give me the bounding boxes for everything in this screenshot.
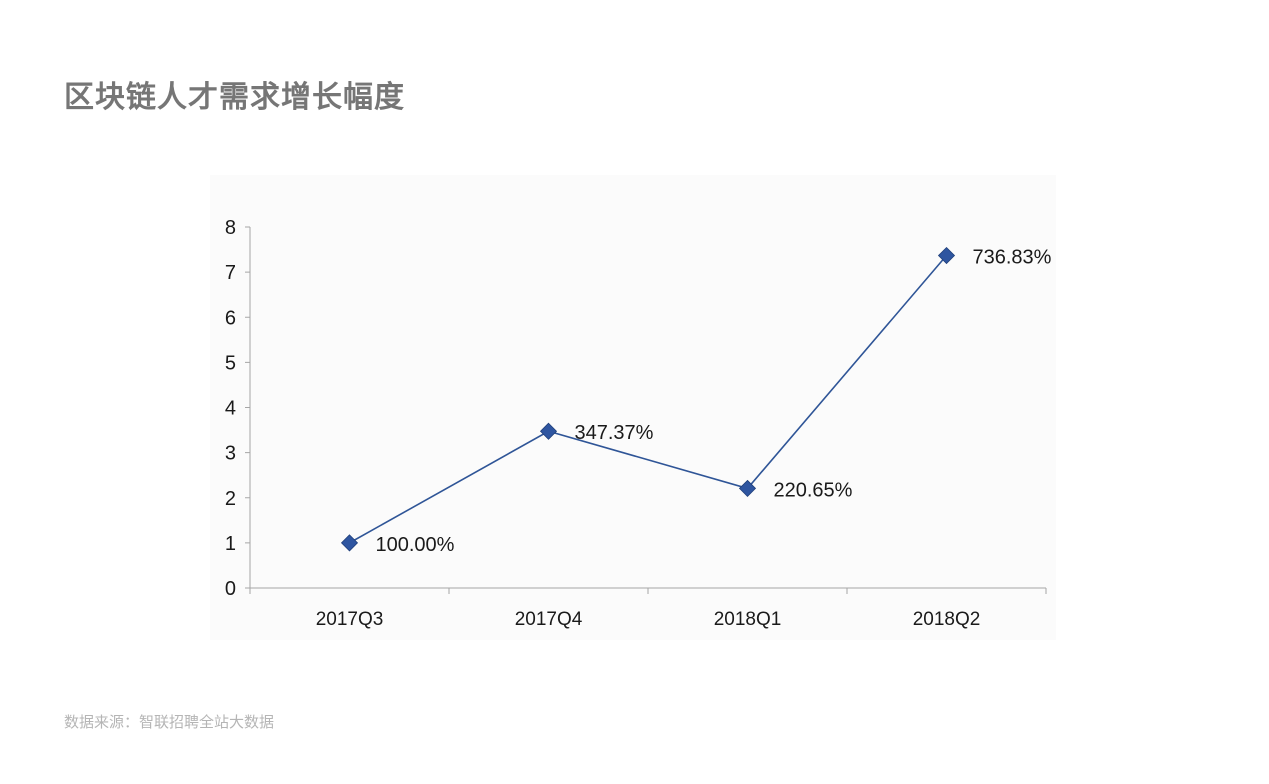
x-tick-label: 2018Q2 xyxy=(913,609,981,630)
y-tick-label: 5 xyxy=(225,352,236,374)
x-tick-label: 2017Q4 xyxy=(515,609,583,630)
plot-background xyxy=(210,175,1056,640)
y-tick-label: 2 xyxy=(225,488,236,510)
data-labels-group: 100.00% 347.37% 220.65% 736.83% xyxy=(376,247,1052,556)
y-tick-label: 4 xyxy=(225,398,236,420)
data-point-marker xyxy=(340,534,359,552)
series-line xyxy=(349,254,948,544)
data-label: 100.00% xyxy=(376,534,455,556)
line-chart: 0 1 2 3 4 5 6 7 8 2017Q3 2017Q4 2018Q1 2018Q2 100.0… xyxy=(210,175,1056,640)
y-axis: 0 1 2 3 4 5 6 7 8 xyxy=(225,217,251,600)
x-tick-label: 2017Q3 xyxy=(316,609,384,630)
y-tick-label: 7 xyxy=(225,262,236,284)
data-label: 347.37% xyxy=(575,422,654,444)
x-axis: 2017Q3 2017Q4 2018Q1 2018Q2 xyxy=(249,587,1047,630)
data-point-marker xyxy=(937,246,956,265)
series-group xyxy=(340,246,956,552)
page-title: 区块链人才需求增长幅度 xyxy=(64,80,405,115)
y-tick-label: 8 xyxy=(225,217,236,239)
data-point-marker xyxy=(738,479,757,497)
chart-container: 0 1 2 3 4 5 6 7 8 2017Q3 2017Q4 2018Q1 2018Q2 100.0… xyxy=(210,175,1056,640)
x-tick-label: 2018Q1 xyxy=(714,609,782,630)
data-source-note: 数据来源：智联招聘全站大数据 xyxy=(64,713,275,731)
data-label: 220.65% xyxy=(774,479,853,501)
y-tick-label: 3 xyxy=(225,443,236,465)
y-tick-label: 6 xyxy=(225,307,236,329)
data-label: 736.83% xyxy=(973,247,1052,269)
y-tick-label: 0 xyxy=(225,578,236,600)
y-tick-label: 1 xyxy=(225,533,236,555)
data-point-marker xyxy=(539,422,558,440)
